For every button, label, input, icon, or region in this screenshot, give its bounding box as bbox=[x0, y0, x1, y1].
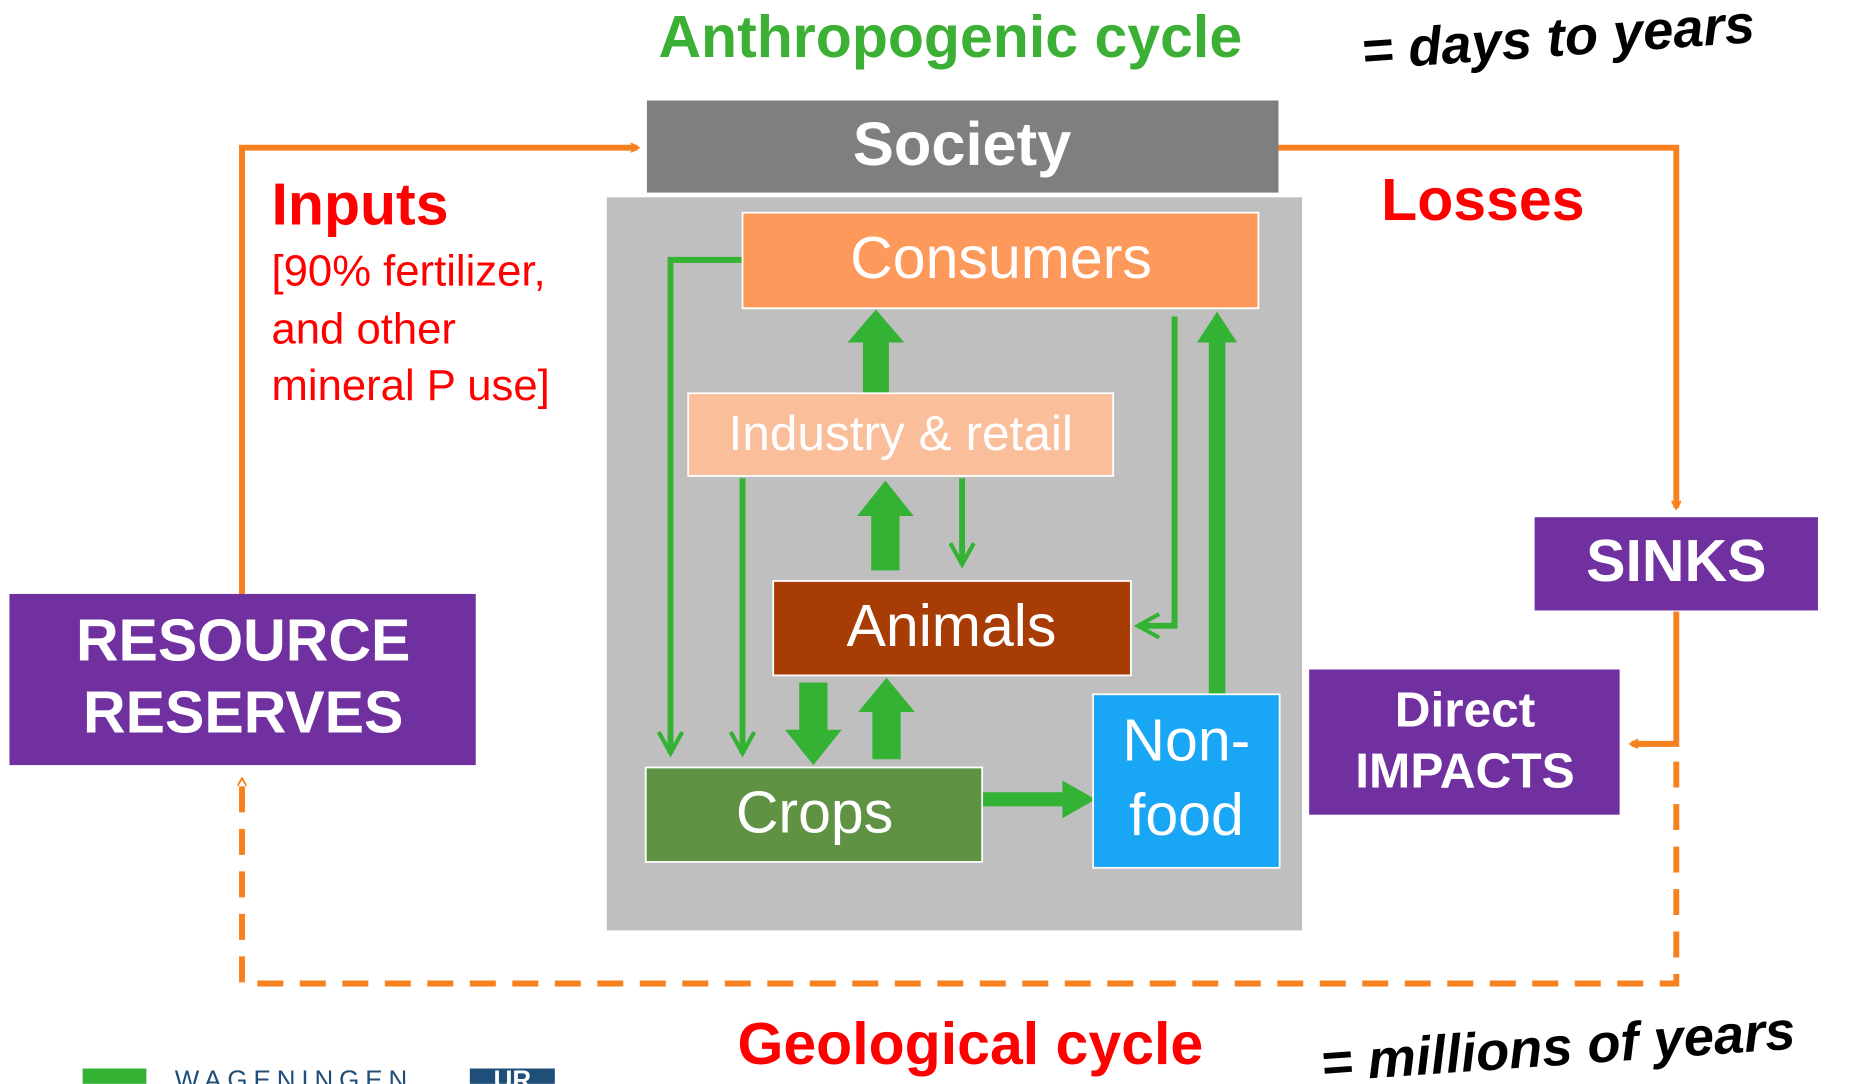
logo-mark bbox=[82, 1068, 147, 1084]
node-label: Crops bbox=[736, 780, 893, 846]
logo-badge bbox=[469, 1068, 555, 1084]
node-label: Industry & retail bbox=[728, 405, 1072, 461]
node-label: Animals bbox=[847, 593, 1057, 659]
node-label: Society bbox=[853, 110, 1071, 179]
nonfood-box bbox=[1092, 693, 1281, 869]
society-box bbox=[646, 100, 1279, 193]
anthropogenic-timescale: = days to years bbox=[1359, 0, 1756, 81]
orange-flows bbox=[239, 144, 1680, 987]
consumers-box bbox=[741, 211, 1260, 310]
inputs-text: [90% fertilizer, bbox=[272, 247, 546, 296]
flow bbox=[857, 480, 914, 571]
logo-name: WAGENINGEN bbox=[175, 1064, 413, 1084]
logo-badge-text: UR bbox=[494, 1064, 532, 1084]
industry-box bbox=[687, 392, 1115, 477]
green-flows bbox=[656, 256, 1178, 758]
node-label: Consumers bbox=[850, 225, 1152, 291]
inputs-text: mineral P use] bbox=[272, 361, 550, 410]
geological-flow bbox=[242, 761, 1680, 987]
node-label: SINKS bbox=[1586, 528, 1766, 594]
animals-box bbox=[772, 580, 1132, 677]
flow bbox=[982, 780, 1096, 819]
reserves-box bbox=[9, 593, 476, 766]
thick-flows bbox=[785, 309, 1238, 819]
flow bbox=[785, 682, 842, 766]
anthropogenic-title: Anthropogenic cycle bbox=[658, 4, 1242, 70]
flow bbox=[847, 309, 905, 397]
loss-flow bbox=[1278, 144, 1676, 508]
losses-title: Losses bbox=[1381, 167, 1584, 233]
node-label: RESOURCE bbox=[76, 607, 410, 673]
flow bbox=[1197, 311, 1238, 695]
node-label: food bbox=[1129, 782, 1244, 848]
nodes bbox=[644, 211, 1281, 869]
node-label: Direct bbox=[1395, 681, 1536, 737]
input-flow bbox=[239, 148, 637, 594]
node-label: Non- bbox=[1122, 708, 1250, 774]
geological-title: Geological cycle bbox=[737, 1011, 1203, 1077]
inputs-text: and other bbox=[272, 304, 456, 353]
impact-flow bbox=[1631, 611, 1680, 744]
flow bbox=[656, 256, 743, 758]
node-label: IMPACTS bbox=[1355, 743, 1574, 799]
crops-box bbox=[644, 766, 984, 863]
impacts-box bbox=[1309, 669, 1620, 815]
flow bbox=[858, 677, 915, 760]
node-label: RESERVES bbox=[83, 679, 403, 745]
inputs-title: Inputs bbox=[272, 172, 449, 238]
sinks-box bbox=[1534, 517, 1818, 611]
geological-timescale: = millions of years bbox=[1319, 1000, 1797, 1084]
flow bbox=[1133, 316, 1178, 640]
